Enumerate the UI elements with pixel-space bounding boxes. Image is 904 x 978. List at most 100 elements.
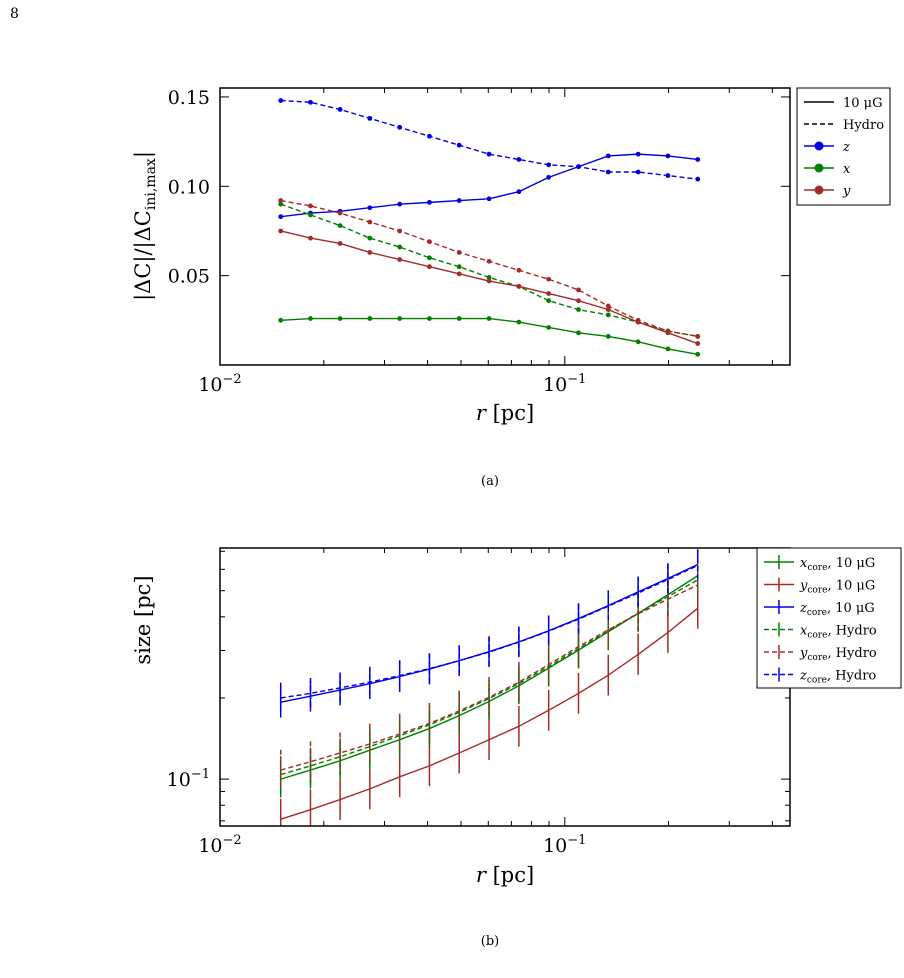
data-point xyxy=(695,176,701,182)
data-point xyxy=(516,189,522,195)
y-tick-base: 10 xyxy=(167,769,191,791)
data-point xyxy=(635,169,641,175)
x-axis-var: r xyxy=(476,401,488,425)
legend-var: x xyxy=(800,624,808,639)
legend-sub: core xyxy=(807,586,827,596)
data-point xyxy=(635,317,641,323)
data-point xyxy=(576,298,581,304)
data-point xyxy=(367,115,373,121)
data-point xyxy=(486,151,492,157)
data-point xyxy=(516,283,522,289)
data-point xyxy=(337,210,343,216)
data-point xyxy=(427,255,432,261)
data-point xyxy=(605,312,611,318)
data-point xyxy=(516,319,522,325)
data-point xyxy=(546,162,552,168)
figure-caption: (a) xyxy=(481,474,499,489)
data-point xyxy=(546,298,552,304)
legend-label: zcore, Hydro xyxy=(799,669,876,686)
legend-marker xyxy=(814,141,824,151)
legend-label: xcore, 10 μG xyxy=(800,556,875,573)
data-point xyxy=(427,199,432,205)
legend-rest: , Hydro xyxy=(827,624,876,639)
x-tick-exponent: −1 xyxy=(567,372,586,387)
y-tick-exponent: −1 xyxy=(191,767,210,782)
plot-area xyxy=(278,98,701,357)
series-line xyxy=(280,607,699,820)
legend-sub: core xyxy=(807,631,827,641)
data-point xyxy=(337,223,343,229)
x-axis-unit: [pc] xyxy=(486,863,534,887)
chart-a: 10−2 10 −1 0.05 0.10 0.15 r [pc] |ΔC|/|ΔCini,ma… xyxy=(131,87,891,489)
data-point xyxy=(456,264,462,270)
data-point xyxy=(397,244,403,250)
data-point xyxy=(635,151,641,157)
data-point xyxy=(308,99,313,105)
legend-label: Hydro xyxy=(843,118,884,133)
y-tick-label: 0.15 xyxy=(168,87,210,109)
legend-marker xyxy=(814,185,824,195)
legend-label: ycore, 10 μG xyxy=(799,579,875,596)
legend-var: z xyxy=(799,669,807,684)
data-point xyxy=(278,317,284,323)
legend-rest: , 10 μG xyxy=(827,601,875,616)
series-line xyxy=(280,230,698,345)
legend-var: x xyxy=(800,556,808,571)
plot-area xyxy=(279,549,699,826)
data-point xyxy=(427,316,432,321)
x-tick-base: 10 xyxy=(198,374,222,396)
data-point xyxy=(367,316,373,321)
data-point xyxy=(456,198,462,203)
axes-frame xyxy=(219,547,791,827)
page-number: 8 xyxy=(10,6,19,22)
y-tick-label: 0.05 xyxy=(168,266,210,288)
data-point xyxy=(456,142,462,148)
data-point xyxy=(427,239,432,245)
data-point xyxy=(397,201,403,207)
series-line xyxy=(280,199,698,338)
data-point xyxy=(576,330,581,336)
x-axis-unit: [pc] xyxy=(486,401,534,425)
x-tick-label: 10−2 xyxy=(198,372,241,396)
data-point xyxy=(486,196,492,202)
data-point xyxy=(605,153,611,159)
legend-rest: , 10 μG xyxy=(827,579,875,594)
data-point xyxy=(308,203,313,209)
data-point xyxy=(456,316,462,321)
data-point xyxy=(576,307,581,312)
y-axis-label: size [pc] xyxy=(131,575,155,664)
data-point xyxy=(546,291,552,296)
legend-var: y xyxy=(799,579,808,594)
data-point xyxy=(546,174,552,180)
data-point xyxy=(367,235,373,241)
legend-label: xcore, Hydro xyxy=(800,624,877,641)
data-point xyxy=(516,267,522,273)
data-point xyxy=(576,287,581,293)
x-tick-label: 10−2 xyxy=(198,833,241,857)
data-point xyxy=(486,278,492,284)
y-axis-label: |ΔC|/|ΔCini,max| xyxy=(131,151,159,301)
series-line xyxy=(280,317,698,355)
data-point xyxy=(308,316,313,321)
data-point xyxy=(486,316,492,321)
data-point xyxy=(605,169,611,175)
legend-box xyxy=(756,547,902,689)
legend-rest: , Hydro xyxy=(827,669,876,684)
data-point xyxy=(665,328,671,334)
data-point xyxy=(605,334,611,339)
data-point xyxy=(695,341,701,346)
data-point xyxy=(427,264,432,270)
data-point xyxy=(308,235,313,241)
data-point xyxy=(605,307,611,312)
series-line xyxy=(280,563,699,703)
y-tick-label: 0.10 xyxy=(168,176,210,198)
legend-sub: core xyxy=(807,653,827,663)
legend-label: zcore, 10 μG xyxy=(799,601,875,618)
series-line xyxy=(280,584,699,771)
legend-rest: , Hydro xyxy=(827,646,876,661)
data-point xyxy=(278,98,284,103)
data-point xyxy=(516,157,522,162)
x-axis-var: r xyxy=(476,863,488,887)
legend-label: 10 μG xyxy=(843,96,883,111)
